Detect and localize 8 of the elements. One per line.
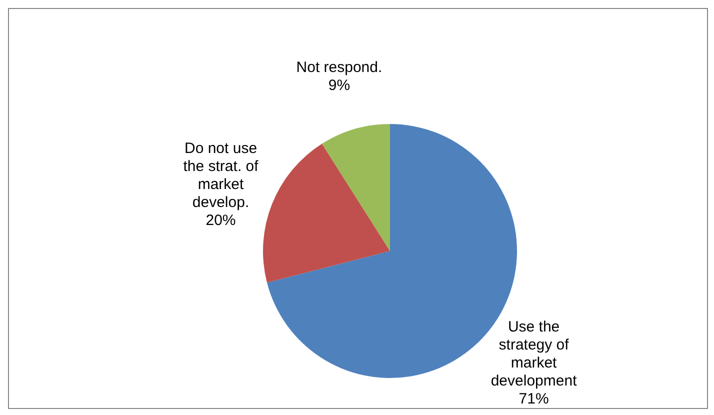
pie-slice bbox=[322, 124, 390, 251]
slice-label: Not respond. bbox=[296, 58, 382, 76]
data-label: 20% bbox=[206, 212, 236, 228]
pie-slice bbox=[263, 144, 390, 283]
slice-label: Use the strategy of market development bbox=[490, 318, 578, 390]
data-label: 71% bbox=[518, 390, 549, 408]
slice-label: Do not use the strat. of market develop. bbox=[183, 140, 260, 210]
data-label: 9% bbox=[328, 76, 350, 94]
